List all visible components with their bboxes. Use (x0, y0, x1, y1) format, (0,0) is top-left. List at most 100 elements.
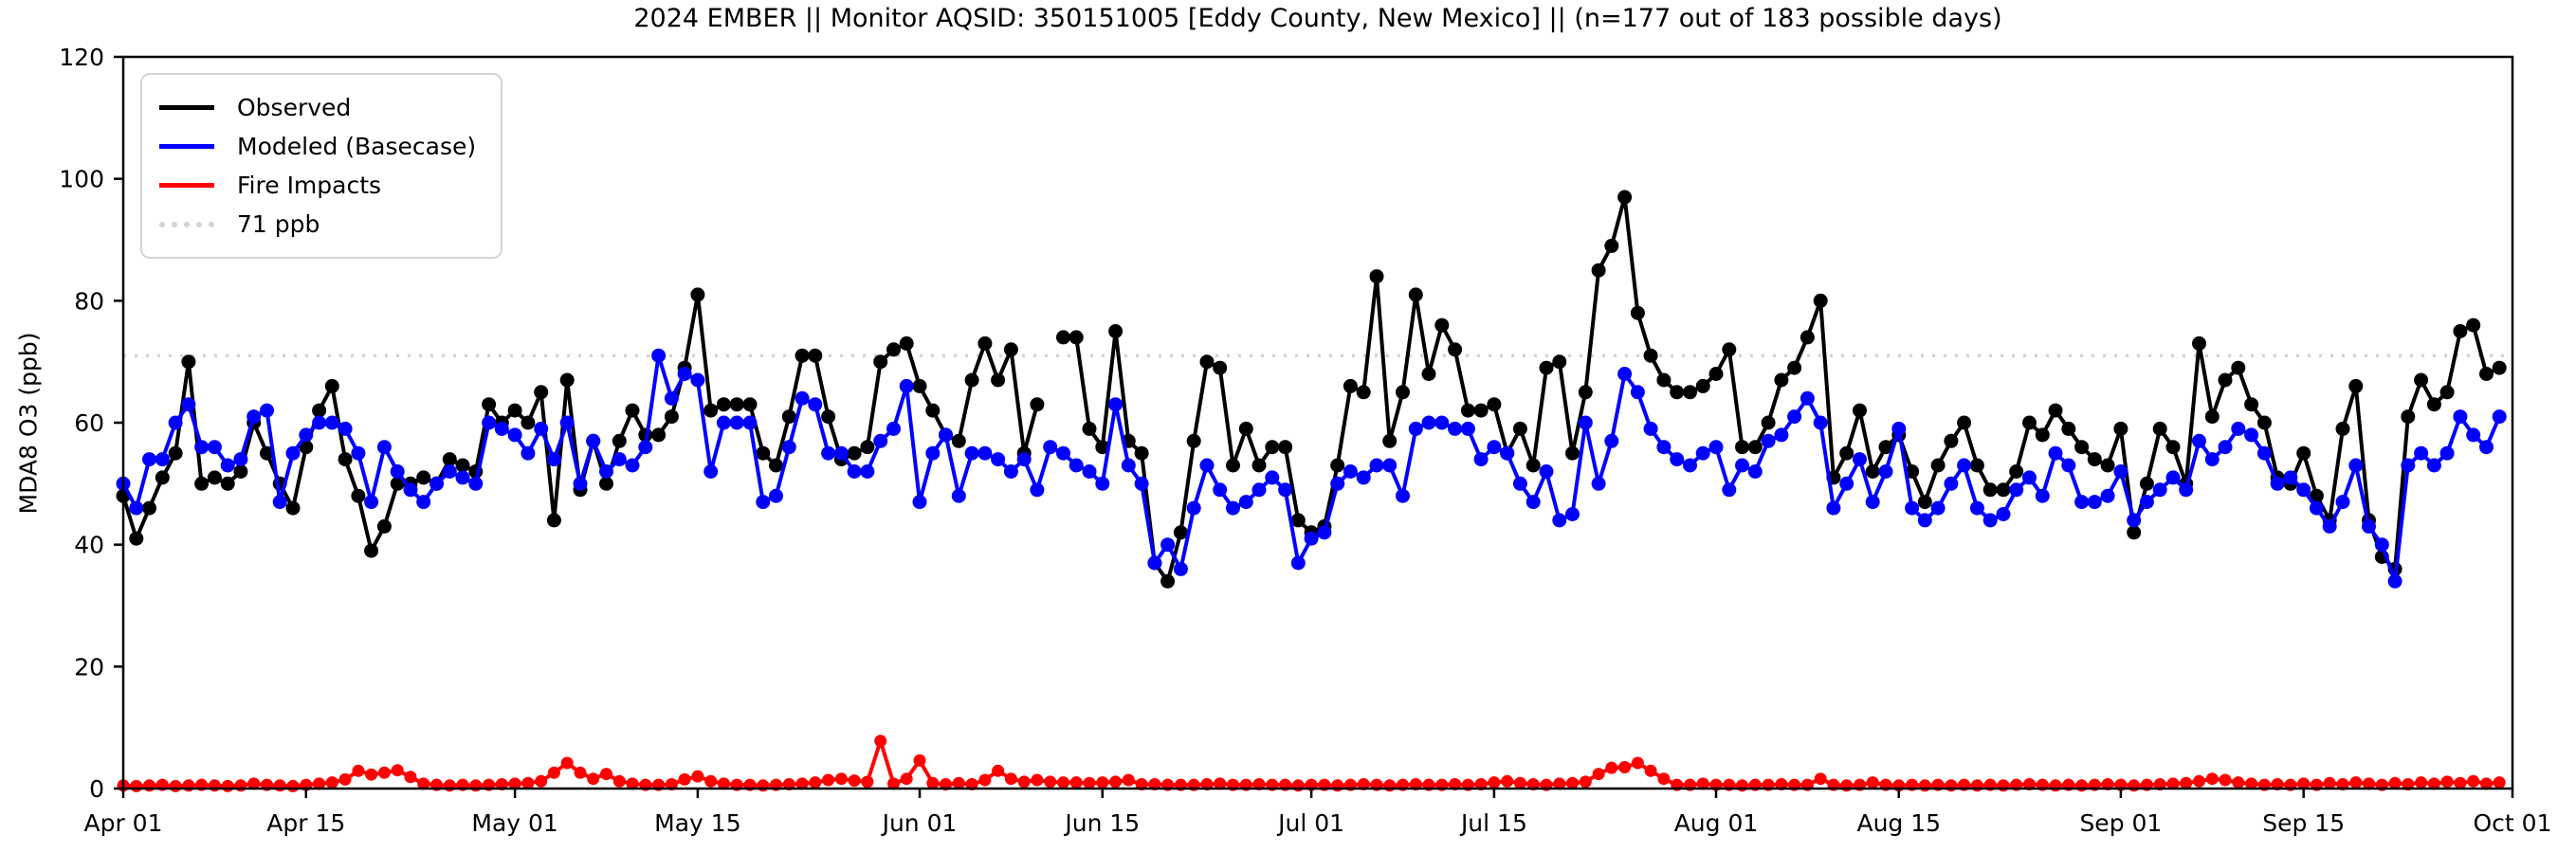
data-point (964, 445, 979, 461)
data-point (313, 777, 326, 790)
data-point (1643, 421, 1658, 436)
x-tick-label: May 15 (654, 809, 740, 837)
data-point (795, 777, 809, 790)
data-point (2113, 421, 2128, 436)
data-point (2192, 336, 2206, 351)
data-point (951, 433, 966, 448)
data-point (482, 397, 497, 412)
data-point (299, 427, 314, 443)
data-point (1970, 779, 1983, 792)
data-point (1186, 500, 1201, 516)
data-point (861, 775, 874, 789)
data-point (1226, 500, 1240, 516)
data-point (1109, 775, 1123, 789)
data-point (677, 367, 692, 381)
data-point (1905, 500, 1920, 516)
legend-item-3: 71 ppb (159, 205, 484, 244)
data-point (2061, 421, 2076, 436)
data-point (1199, 354, 1215, 370)
data-point (1343, 378, 1358, 393)
data-point (951, 488, 966, 503)
data-point (2309, 488, 2324, 503)
data-point (1056, 445, 1070, 461)
data-point (2244, 397, 2259, 412)
data-point (1813, 293, 1828, 308)
data-point (1957, 415, 1972, 430)
y-tick-label: 120 (59, 44, 104, 71)
data-point (155, 470, 170, 485)
data-point (664, 390, 679, 406)
data-point (1290, 555, 1306, 571)
data-point (2179, 482, 2194, 498)
data-point (1747, 440, 1763, 455)
data-point (2100, 488, 2115, 503)
data-point (2283, 470, 2298, 485)
data-point (1800, 330, 1815, 345)
data-point (1591, 476, 1606, 491)
data-point (1069, 330, 1084, 345)
data-point (1917, 495, 1932, 510)
data-point (1526, 458, 1541, 473)
data-point (272, 495, 287, 510)
data-point (376, 440, 392, 455)
data-point (468, 476, 484, 491)
data-point (1683, 385, 1697, 400)
data-point (1878, 440, 1893, 455)
data-point (1722, 342, 1737, 357)
data-point (729, 397, 744, 412)
data-point (2439, 385, 2455, 400)
data-point (2348, 378, 2364, 393)
data-point (234, 779, 247, 792)
data-point (573, 476, 588, 491)
data-point (1670, 385, 1685, 400)
data-point (1513, 776, 1526, 789)
data-point (1095, 476, 1110, 491)
data-point (1356, 385, 1371, 400)
data-point (2322, 518, 2337, 534)
data-point (2152, 482, 2167, 498)
data-point (2218, 372, 2233, 388)
data-point (599, 476, 613, 491)
data-point (1057, 776, 1069, 789)
data-point (1604, 238, 1619, 253)
data-point (1552, 354, 1567, 370)
data-point (2139, 495, 2154, 510)
data-point (2374, 537, 2389, 553)
data-point (2205, 772, 2219, 786)
x-tick-label: Apr 15 (266, 809, 345, 837)
data-point (939, 427, 953, 443)
data-point (1945, 779, 1958, 792)
data-point (1278, 440, 1293, 455)
data-point (2297, 777, 2311, 790)
data-point (2204, 409, 2220, 425)
data-point (860, 464, 875, 479)
data-point (1657, 772, 1671, 786)
data-point (1408, 421, 1423, 436)
data-point (2139, 476, 2154, 491)
data-point (886, 421, 901, 436)
data-point (587, 772, 600, 786)
data-point (1944, 433, 1959, 448)
data-point (716, 415, 731, 430)
data-point (1840, 779, 1854, 792)
data-point (651, 348, 667, 363)
data-point (795, 348, 810, 363)
data-point (285, 500, 301, 516)
data-point (822, 773, 835, 787)
data-point (521, 776, 535, 789)
legend: Observed Modeled (Basecase) Fire Impacts 71… (140, 73, 502, 259)
x-tick-label: Aug 15 (1856, 809, 1941, 837)
data-point (1199, 458, 1215, 473)
data-point (1708, 367, 1724, 381)
data-point (2426, 397, 2441, 412)
data-point (703, 403, 719, 418)
data-point (455, 470, 470, 485)
data-point (2440, 775, 2454, 789)
data-point (977, 336, 993, 351)
data-point (2231, 360, 2246, 375)
data-point (1865, 464, 1880, 479)
data-point (1460, 403, 1475, 418)
data-point (207, 470, 222, 485)
data-point (821, 409, 836, 425)
data-point (833, 445, 849, 461)
